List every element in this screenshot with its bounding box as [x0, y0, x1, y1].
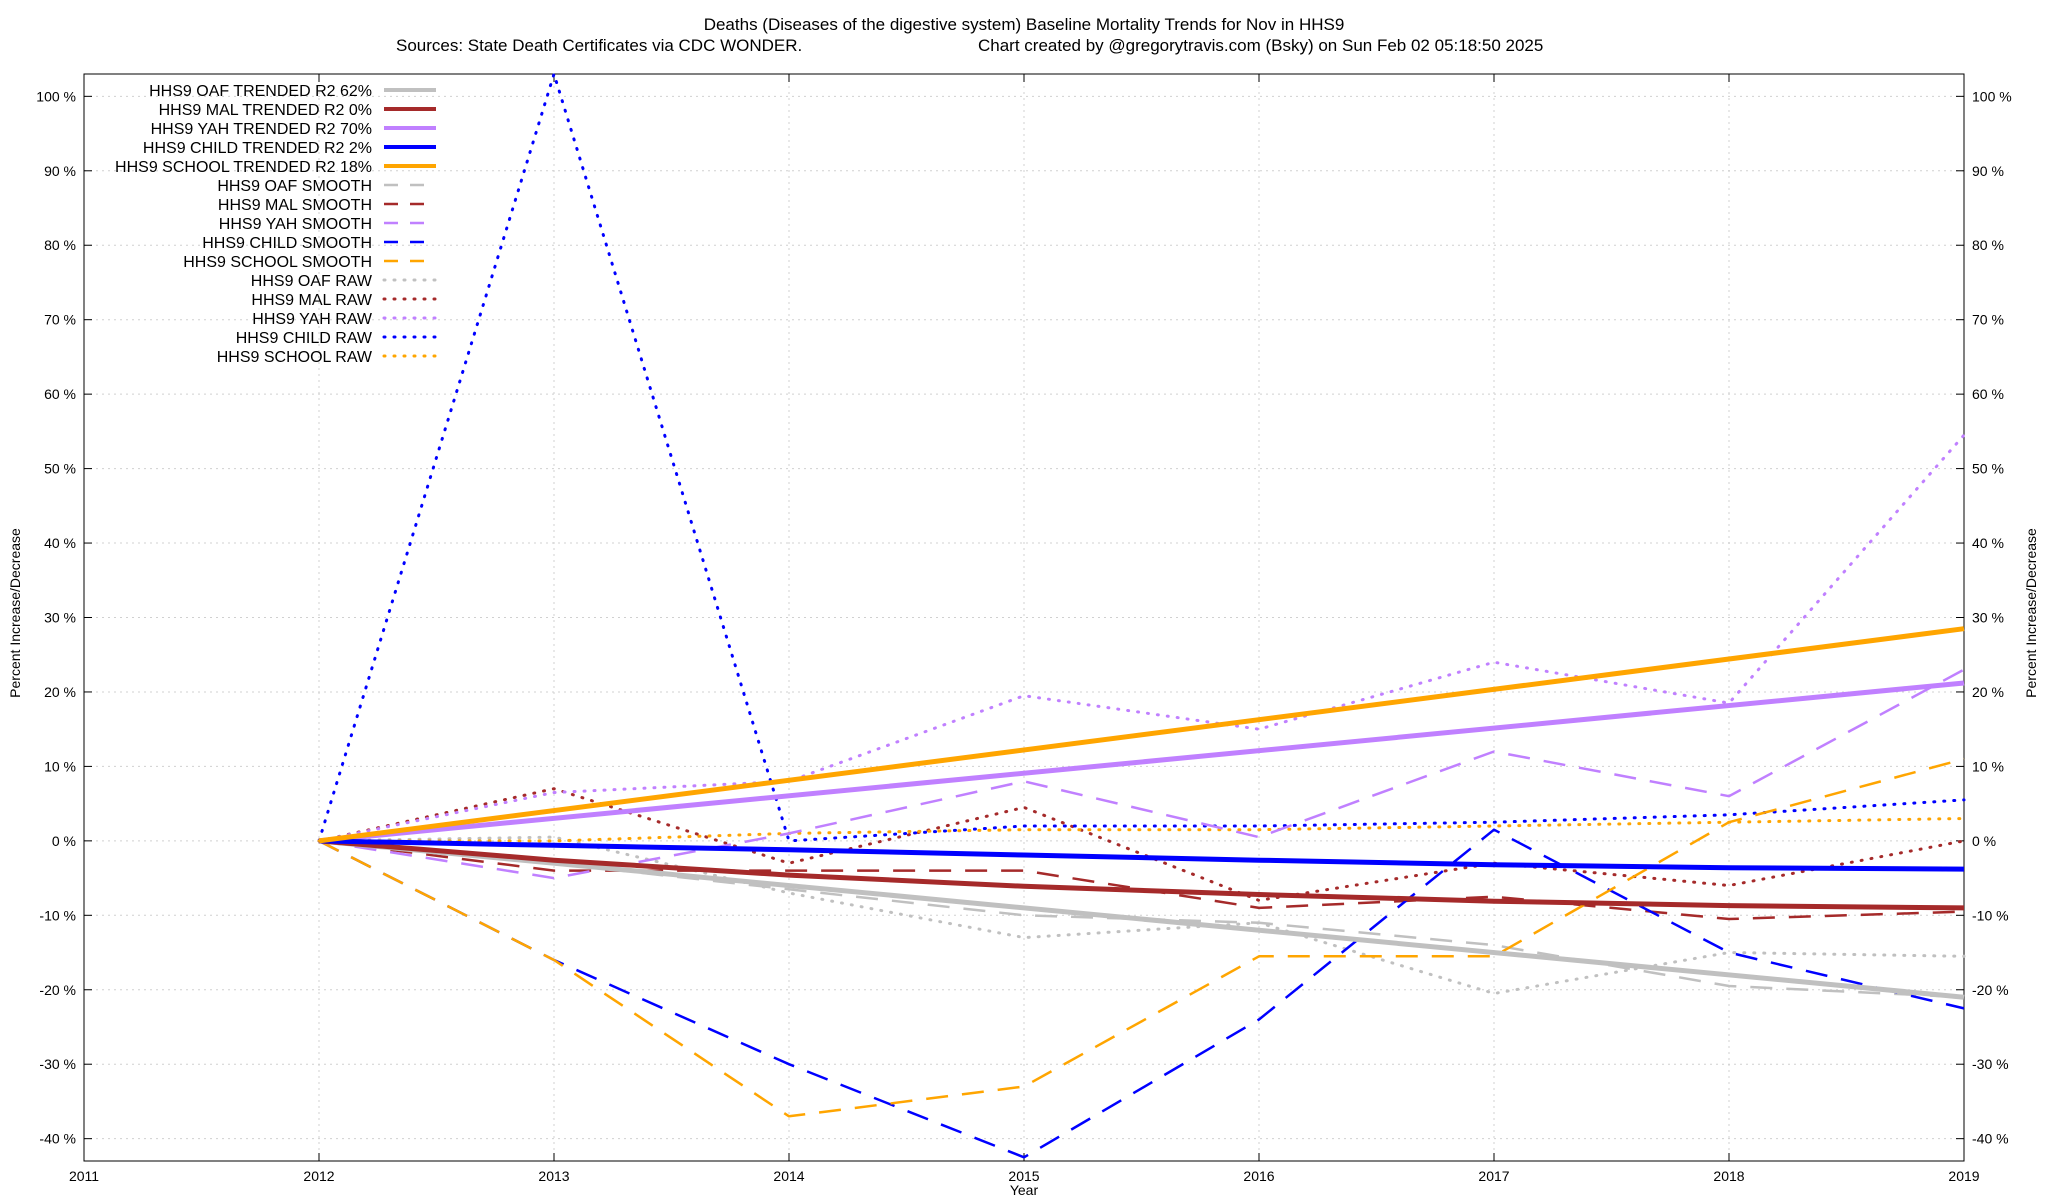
y-tick-label-right: 40 % [1972, 535, 2004, 551]
y-tick-label-right: 0 % [1972, 833, 1996, 849]
series-hhs9-yah-smooth [318, 668, 1965, 880]
series-hhs9-mal-smooth [318, 839, 1965, 921]
series-hhs9-yah-raw [317, 433, 1966, 843]
y-tick-label-left: 50 % [44, 461, 76, 477]
y-tick-label-left: 30 % [44, 610, 76, 626]
legend-label: HHS9 OAF TRENDED R2 62% [149, 83, 372, 100]
y-tick-label-right: 100 % [1972, 88, 2012, 104]
legend-label: HHS9 YAH SMOOTH [219, 216, 372, 233]
y-tick-label-right: 80 % [1972, 237, 2004, 253]
y-tick-label-right: -40 % [1972, 1131, 2009, 1147]
series-hhs9-school-smooth [318, 757, 1965, 1118]
y-tick-label-left: 0 % [52, 833, 76, 849]
y-tick-label-right: 60 % [1972, 386, 2004, 402]
x-axis-label: Year [1010, 1182, 1039, 1198]
x-tick-label: 2014 [773, 1168, 804, 1184]
legend-label: HHS9 YAH RAW [252, 311, 373, 328]
legend-label: HHS9 CHILD TRENDED R2 2% [143, 140, 372, 157]
series-hhs9-child-smooth [318, 828, 1965, 1159]
y-tick-label-right: 10 % [1972, 758, 2004, 774]
legend: HHS9 OAF TRENDED R2 62% HHS9 MAL TRENDED … [115, 83, 438, 366]
x-tick-label: 2016 [1243, 1168, 1274, 1184]
x-tick-label: 2019 [1948, 1168, 1979, 1184]
y-tick-label-left: -40 % [39, 1131, 76, 1147]
y-tick-label-right: 30 % [1972, 610, 2004, 626]
y-tick-label-right: -20 % [1972, 982, 2009, 998]
chart-subtitle-credit: Chart created by @gregorytravis.com (Bsk… [978, 36, 1543, 55]
y-tick-label-left: 90 % [44, 163, 76, 179]
grid-lines [84, 74, 1964, 1161]
legend-label: HHS9 SCHOOL RAW [217, 349, 373, 366]
series-hhs9-child-raw [317, 72, 1966, 843]
y-axis-label-left: Percent Increase/Decrease [7, 528, 23, 698]
legend-label: HHS9 CHILD RAW [236, 330, 373, 347]
legend-label: HHS9 MAL RAW [251, 292, 373, 309]
legend-label: HHS9 YAH TRENDED R2 70% [151, 121, 372, 138]
series-hhs9-child-trended-r2 [318, 838, 1965, 872]
legend-label: HHS9 MAL SMOOTH [218, 197, 372, 214]
x-tick-label: 2015 [1008, 1168, 1039, 1184]
y-tick-label-left: 100 % [36, 88, 76, 104]
legend-label: HHS9 SCHOOL TRENDED R2 18% [115, 159, 372, 176]
y-tick-label-left: 10 % [44, 758, 76, 774]
series-hhs9-school-raw [317, 817, 1966, 843]
y-tick-label-left: 40 % [44, 535, 76, 551]
y-tick-label-right: 90 % [1972, 163, 2004, 179]
x-tick-label: 2011 [69, 1168, 99, 1184]
x-tick-label: 2012 [303, 1168, 334, 1184]
y-tick-label-right: -30 % [1972, 1056, 2009, 1072]
y-tick-label-left: 60 % [44, 386, 76, 402]
legend-label: HHS9 OAF SMOOTH [217, 178, 372, 195]
y-tick-label-left: 80 % [44, 237, 76, 253]
legend-label: HHS9 OAF RAW [251, 273, 373, 290]
y-tick-label-right: -10 % [1972, 907, 2009, 923]
y-tick-label-right: 70 % [1972, 312, 2004, 328]
legend-label: HHS9 MAL TRENDED R2 0% [159, 102, 372, 119]
series-hhs9-oaf-smooth [318, 839, 1965, 999]
series-lines [317, 72, 1966, 1159]
series-hhs9-mal-raw [317, 787, 1966, 902]
y-tick-label-right: 50 % [1972, 461, 2004, 477]
chart-subtitle-source: Sources: State Death Certificates via CD… [396, 36, 802, 55]
series-hhs9-yah-trended-r2 [318, 680, 1965, 844]
x-tick-label: 2013 [538, 1168, 569, 1184]
y-tick-label-left: -30 % [39, 1056, 76, 1072]
y-tick-label-left: 20 % [44, 684, 76, 700]
series-hhs9-school-trended-r2 [318, 626, 1965, 844]
y-tick-label-left: 70 % [44, 312, 76, 328]
series-hhs9-mal-trended-r2 [318, 838, 1965, 911]
y-tick-label-left: -20 % [39, 982, 76, 998]
x-tick-label: 2017 [1478, 1168, 1509, 1184]
y-tick-label-right: 20 % [1972, 684, 2004, 700]
series-hhs9-oaf-trended-r2 [318, 838, 1965, 1000]
axis-ticks: 2011 2012 2013 2014 2015 2016 2017 2018 2019 100 … [36, 74, 2012, 1184]
chart-title: Deaths (Diseases of the digestive system… [704, 15, 1345, 34]
y-tick-label-left: -10 % [39, 907, 76, 923]
x-tick-label: 2018 [1713, 1168, 1744, 1184]
legend-label: HHS9 SCHOOL SMOOTH [183, 254, 372, 271]
y-axis-label-right: Percent Increase/Decrease [2023, 528, 2039, 698]
legend-label: HHS9 CHILD SMOOTH [202, 235, 372, 252]
